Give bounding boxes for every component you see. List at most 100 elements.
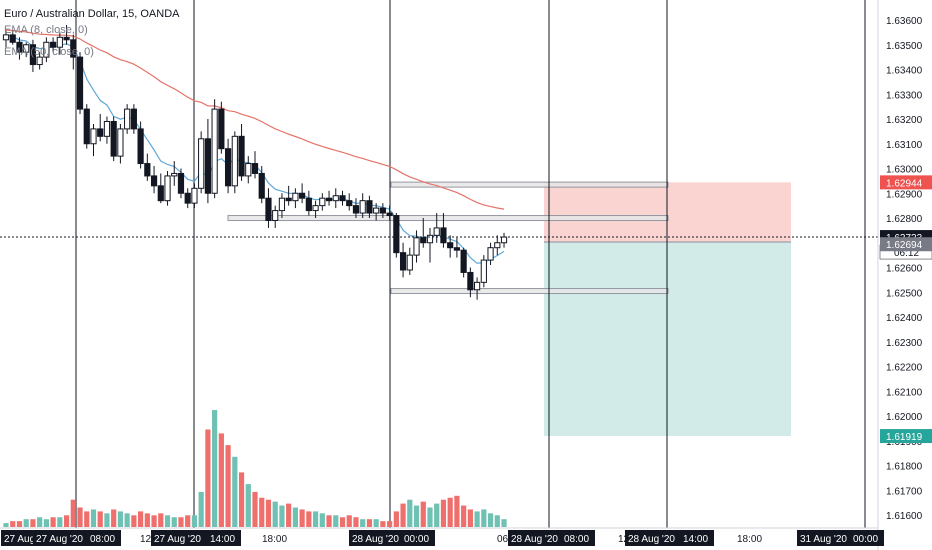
volume-bar — [454, 495, 460, 527]
price-tick: 1.63100 — [886, 140, 923, 151]
volume-bar — [346, 515, 352, 527]
candle[interactable] — [373, 203, 380, 221]
volume-bar — [117, 511, 124, 527]
sr-zone[interactable] — [390, 288, 669, 295]
candle[interactable] — [325, 190, 333, 206]
candle[interactable] — [406, 247, 413, 275]
candle[interactable] — [460, 247, 467, 278]
candle[interactable] — [278, 193, 286, 218]
candle[interactable] — [292, 188, 299, 209]
candle[interactable] — [386, 205, 393, 221]
volume-bar — [387, 521, 393, 527]
candle[interactable] — [218, 101, 225, 154]
volume-bar — [333, 515, 339, 527]
candle[interactable] — [319, 193, 326, 211]
volume-bar — [474, 511, 480, 527]
time-axis[interactable]: 27 Aug 27 Aug '20 08:00 12 27 Aug '20 14:00 18… — [0, 527, 884, 546]
candle[interactable] — [305, 190, 312, 216]
candle[interactable] — [231, 131, 238, 194]
candle[interactable] — [487, 242, 494, 266]
candle[interactable] — [399, 242, 407, 278]
candle[interactable] — [56, 32, 63, 55]
candle[interactable] — [339, 190, 346, 206]
candle[interactable] — [500, 232, 508, 248]
candle[interactable] — [157, 173, 164, 204]
candle[interactable] — [164, 170, 171, 206]
volume-bar — [144, 513, 150, 527]
candle[interactable] — [103, 116, 111, 144]
candle[interactable] — [251, 151, 259, 179]
price-axis[interactable]: 1.63600 1.63500 1.63400 1.63300 1.63200 1.631… — [877, 0, 932, 550]
candle[interactable] — [23, 42, 30, 58]
candle[interactable] — [110, 116, 117, 162]
candle[interactable] — [90, 123, 97, 157]
candle[interactable] — [299, 183, 306, 204]
candle[interactable] — [238, 123, 245, 181]
candle[interactable] — [393, 213, 400, 258]
volume-bar — [232, 456, 238, 527]
candle[interactable] — [117, 123, 124, 164]
candle[interactable] — [204, 119, 212, 204]
candle[interactable] — [211, 99, 218, 199]
symbol-title: Euro / Australian Dollar, 15, OANDA — [4, 8, 180, 20]
candle[interactable] — [433, 213, 440, 243]
candle[interactable] — [97, 114, 104, 142]
candle[interactable] — [265, 188, 272, 228]
price-tick: 1.63000 — [886, 165, 923, 176]
volume-bar — [104, 513, 110, 527]
candle[interactable] — [144, 153, 151, 181]
candle[interactable] — [379, 203, 386, 218]
price-tick: 1.63200 — [886, 115, 923, 126]
candle[interactable] — [346, 193, 353, 211]
candle[interactable] — [440, 213, 447, 248]
candle[interactable] — [2, 31, 10, 48]
candle[interactable] — [36, 52, 43, 70]
sr-zone[interactable] — [227, 215, 669, 222]
volume-bar — [131, 515, 137, 527]
candle[interactable] — [332, 188, 339, 209]
candle[interactable] — [29, 39, 37, 72]
sr-zone[interactable] — [390, 181, 669, 188]
candle[interactable] — [124, 104, 131, 134]
candle[interactable] — [130, 104, 137, 134]
candle[interactable] — [494, 235, 501, 256]
candle[interactable] — [480, 255, 487, 288]
candle[interactable] — [9, 29, 16, 45]
candle[interactable] — [312, 200, 319, 218]
candle[interactable] — [50, 37, 57, 53]
volume-bar — [366, 519, 373, 527]
candle[interactable] — [352, 198, 360, 218]
volume-bar — [63, 515, 70, 527]
candle[interactable] — [43, 37, 50, 63]
price-tick: 1.63600 — [886, 16, 923, 27]
candle[interactable] — [224, 138, 232, 194]
candle[interactable] — [474, 277, 481, 300]
candle[interactable] — [420, 218, 427, 248]
candle[interactable] — [272, 205, 279, 228]
candle[interactable] — [467, 267, 474, 298]
candle[interactable] — [258, 166, 265, 204]
candle[interactable] — [76, 52, 84, 115]
candle[interactable] — [184, 188, 191, 209]
candle[interactable] — [198, 131, 205, 194]
candle[interactable] — [171, 161, 178, 186]
candle[interactable] — [366, 195, 373, 218]
candle[interactable] — [177, 168, 185, 199]
candle[interactable] — [285, 185, 292, 206]
candle[interactable] — [447, 235, 454, 258]
candle[interactable] — [359, 193, 366, 218]
svg-text:08:00: 08:00 — [564, 534, 589, 545]
candle[interactable] — [426, 227, 434, 263]
candle[interactable] — [413, 230, 420, 263]
candle[interactable] — [137, 121, 144, 169]
candle[interactable] — [70, 34, 77, 70]
candle[interactable] — [83, 104, 90, 149]
candle[interactable] — [16, 37, 23, 60]
candle[interactable] — [191, 183, 198, 209]
time-label: 27 Aug '20 — [33, 530, 95, 546]
candle[interactable] — [245, 156, 252, 184]
candle[interactable] — [63, 24, 70, 45]
candle[interactable] — [150, 166, 158, 194]
candle[interactable] — [453, 237, 461, 258]
